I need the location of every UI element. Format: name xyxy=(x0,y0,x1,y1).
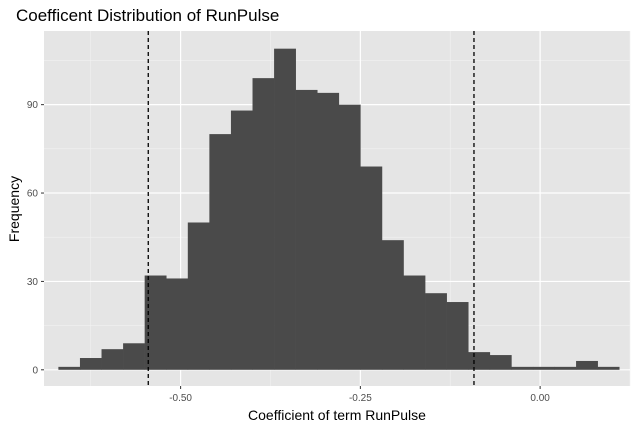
histogram-bar xyxy=(58,366,81,370)
x-tick-label: 0.00 xyxy=(530,393,550,404)
histogram-bar xyxy=(123,343,145,370)
y-axis-title: Frequency xyxy=(6,176,22,242)
histogram-bar xyxy=(317,92,340,370)
x-axis-title: Coefficient of term RunPulse xyxy=(248,407,426,423)
histogram-bar xyxy=(79,358,102,370)
histogram-bar xyxy=(576,360,598,370)
histogram-bar xyxy=(403,275,426,370)
histogram-bar xyxy=(446,302,469,370)
x-tick-label: -0.50 xyxy=(169,393,192,404)
histogram-bar xyxy=(597,366,620,370)
y-tick-label: 30 xyxy=(27,277,39,288)
histogram-bar xyxy=(511,366,534,370)
histogram-bar xyxy=(230,110,253,370)
histogram-bar xyxy=(554,366,577,370)
reference-lines xyxy=(147,31,475,386)
histogram-bar xyxy=(187,222,210,370)
histogram-bar xyxy=(295,89,318,370)
histogram-bar xyxy=(274,48,296,370)
y-axis-ticks: 0 30 60 90 xyxy=(27,100,44,376)
histogram-bar xyxy=(532,366,555,370)
histogram-bar xyxy=(101,349,124,370)
histogram-bar xyxy=(381,240,404,370)
histogram-bars xyxy=(58,48,620,370)
histogram-bar xyxy=(144,275,167,370)
histogram-bar xyxy=(166,278,189,370)
y-tick-label: 60 xyxy=(27,189,39,200)
histogram-bar xyxy=(252,78,275,370)
histogram-bar xyxy=(489,355,512,370)
histogram-bar xyxy=(360,166,383,370)
x-axis-ticks: -0.50 -0.25 0.00 xyxy=(169,386,550,404)
y-tick-label: 0 xyxy=(32,365,38,376)
histogram-bar xyxy=(425,293,447,370)
histogram-bar xyxy=(209,134,232,370)
histogram-bar xyxy=(338,104,361,370)
x-tick-label: -0.25 xyxy=(349,393,372,404)
y-tick-label: 90 xyxy=(27,100,39,111)
histogram-bar xyxy=(468,352,491,370)
chart-title: Coefficent Distribution of RunPulse xyxy=(16,6,279,25)
